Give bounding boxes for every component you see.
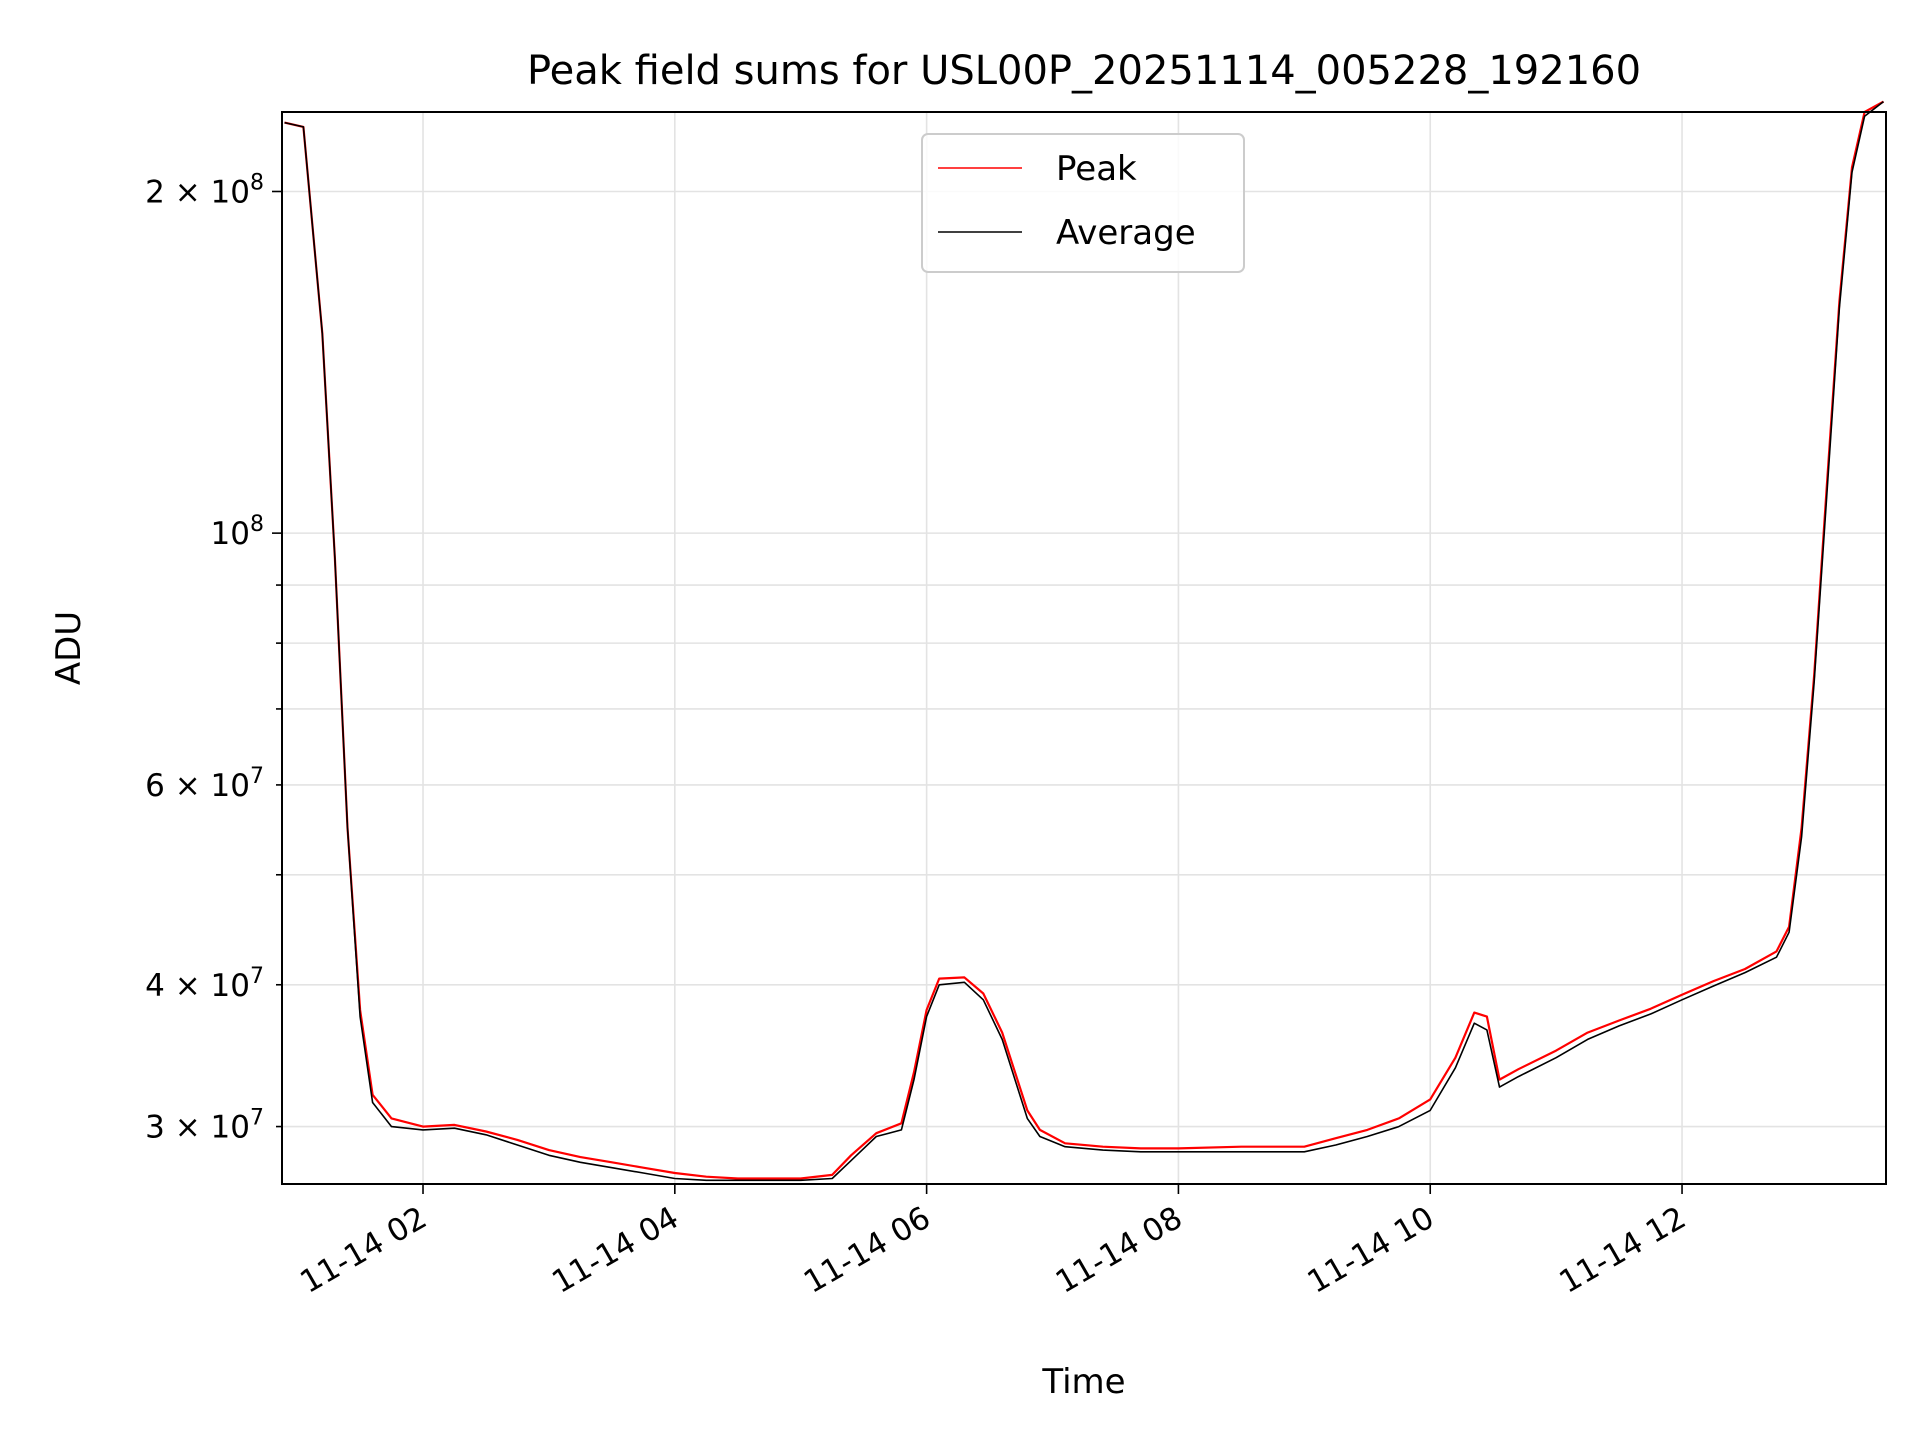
legend-peak-label: Peak	[1056, 149, 1137, 189]
y-tick-label: 3 × 107	[145, 1106, 264, 1146]
legend-average-label: Average	[1056, 213, 1196, 253]
y-tick-label: 4 × 107	[145, 964, 264, 1004]
y-axis-label: ADU	[49, 611, 89, 685]
series-line-average	[284, 100, 1884, 1182]
series-line-peak	[284, 100, 1885, 1180]
legend: Peak Average	[921, 133, 1245, 273]
y-tick-label: 108	[211, 512, 264, 552]
plot-frame	[281, 111, 1887, 1185]
y-tick-label: 2 × 108	[145, 170, 264, 210]
series-layer	[284, 100, 1885, 1182]
chart-title: Peak field sums for USL00P_20251114_0052…	[527, 48, 1641, 94]
x-axis-label: Time	[1041, 1362, 1125, 1402]
y-tick-label: 6 × 107	[145, 764, 264, 804]
